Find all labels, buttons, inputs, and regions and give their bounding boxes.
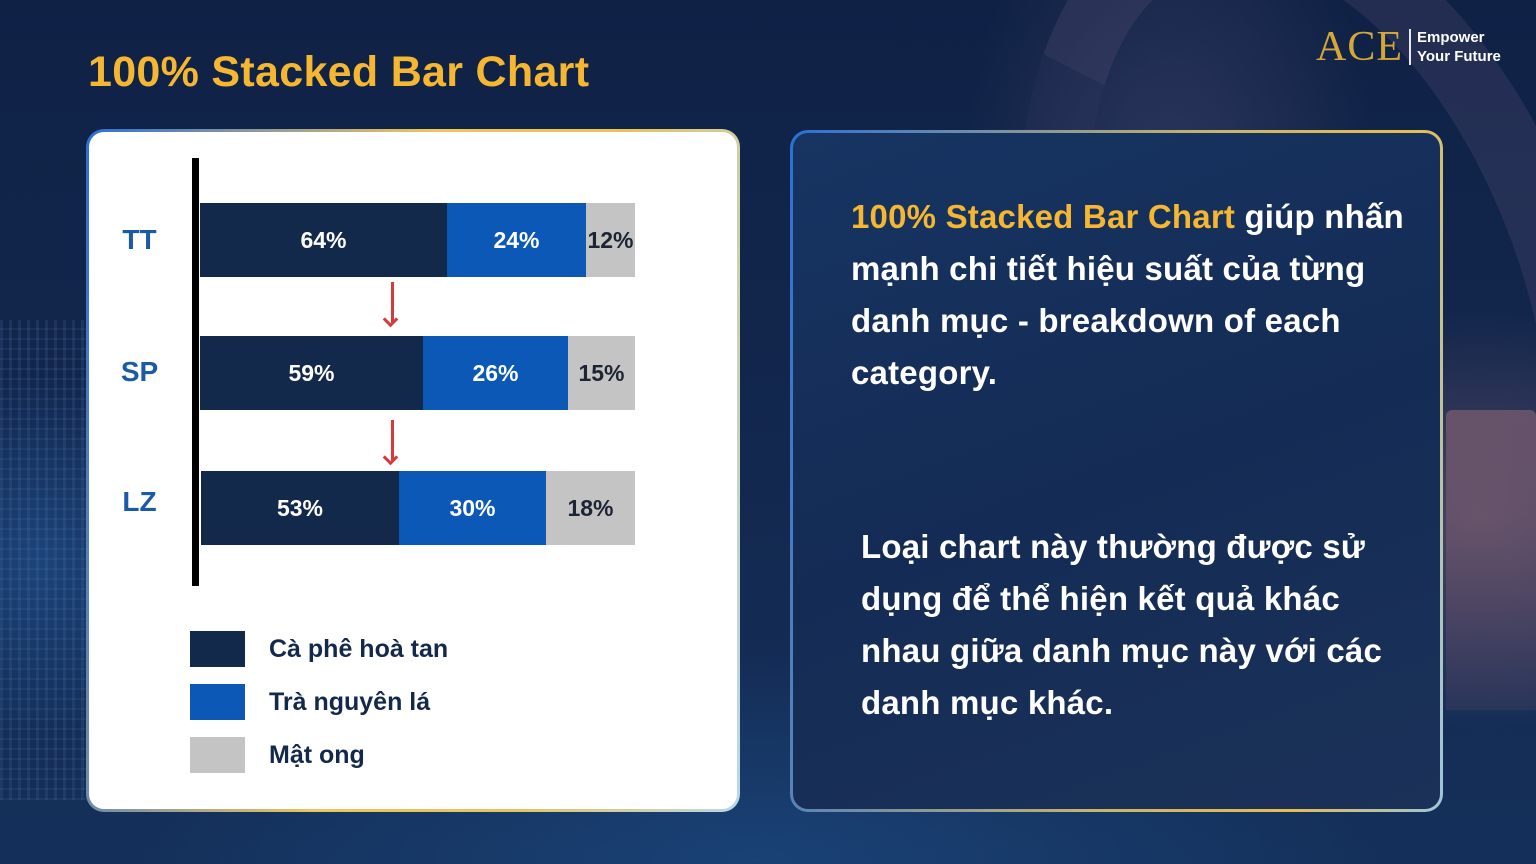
legend-swatch-gray — [190, 737, 245, 773]
chart-card: TT 64% 24% 12% SP 59% 26% 15% LZ 53% 30%… — [86, 129, 740, 812]
legend-item-ca-phe: Cà phê hoà tan — [190, 631, 448, 667]
bar-segment-sp-ca-phe: 59% — [200, 336, 423, 410]
info-highlight: 100% Stacked Bar Chart — [851, 198, 1236, 235]
info-paragraph-1-text: giúp nhấn mạnh chi tiết hiệu suất của từ… — [851, 198, 1404, 391]
category-label-lz: LZ — [122, 486, 157, 517]
page-title: 100% Stacked Bar Chart — [88, 48, 590, 96]
bar-segment-tt-tra: 24% — [447, 203, 586, 277]
logo-tagline-line2: Your Future — [1417, 48, 1501, 65]
bar-lz: 53% 30% 18% — [201, 471, 635, 545]
bar-segment-sp-tra: 26% — [423, 336, 568, 410]
legend-item-mat-ong: Mật ong — [190, 737, 448, 773]
legend-label: Trà nguyên lá — [269, 687, 431, 716]
legend-label: Cà phê hoà tan — [269, 634, 449, 663]
down-arrow-icon — [382, 420, 400, 466]
logo-divider — [1409, 29, 1411, 65]
bar-tt: 64% 24% 12% — [200, 203, 635, 277]
legend-item-tra: Trà nguyên lá — [190, 684, 448, 720]
logo-tagline: Empower Your Future — [1417, 28, 1501, 66]
y-axis-line — [192, 158, 199, 586]
logo-mark: ACE — [1316, 24, 1403, 70]
logo-tagline-line1: Empower — [1417, 29, 1485, 46]
background-city-buildings — [0, 320, 90, 800]
info-card: 100% Stacked Bar Chart giúp nhấn mạnh ch… — [790, 130, 1443, 812]
bar-segment-lz-tra: 30% — [399, 471, 546, 545]
background-tower — [1446, 410, 1536, 710]
category-label-tt: TT — [122, 224, 157, 255]
info-paragraph-2: Loại chart này thường được sử dụng để th… — [861, 528, 1382, 721]
bar-segment-tt-ca-phe: 64% — [200, 203, 447, 277]
legend-label: Mật ong — [269, 740, 365, 769]
bar-sp: 59% 26% 15% — [200, 336, 635, 410]
info-card-body: 100% Stacked Bar Chart giúp nhấn mạnh ch… — [793, 133, 1440, 809]
bar-segment-lz-ca-phe: 53% — [201, 471, 399, 545]
legend-swatch-dark-navy — [190, 631, 245, 667]
bar-segment-tt-mat-ong: 12% — [586, 203, 635, 277]
legend-swatch-blue — [190, 684, 245, 720]
bar-segment-sp-mat-ong: 15% — [568, 336, 635, 410]
ace-logo: ACE Empower Your Future — [1316, 26, 1501, 68]
category-label-sp: SP — [120, 356, 159, 387]
chart-area: TT 64% 24% 12% SP 59% 26% 15% LZ 53% 30%… — [89, 132, 737, 809]
info-paragraph-1: 100% Stacked Bar Chart giúp nhấn mạnh ch… — [851, 191, 1421, 399]
bar-segment-lz-mat-ong: 18% — [546, 471, 635, 545]
down-arrow-icon — [382, 282, 400, 328]
chart-legend: Cà phê hoà tan Trà nguyên lá Mật ong — [190, 631, 448, 790]
